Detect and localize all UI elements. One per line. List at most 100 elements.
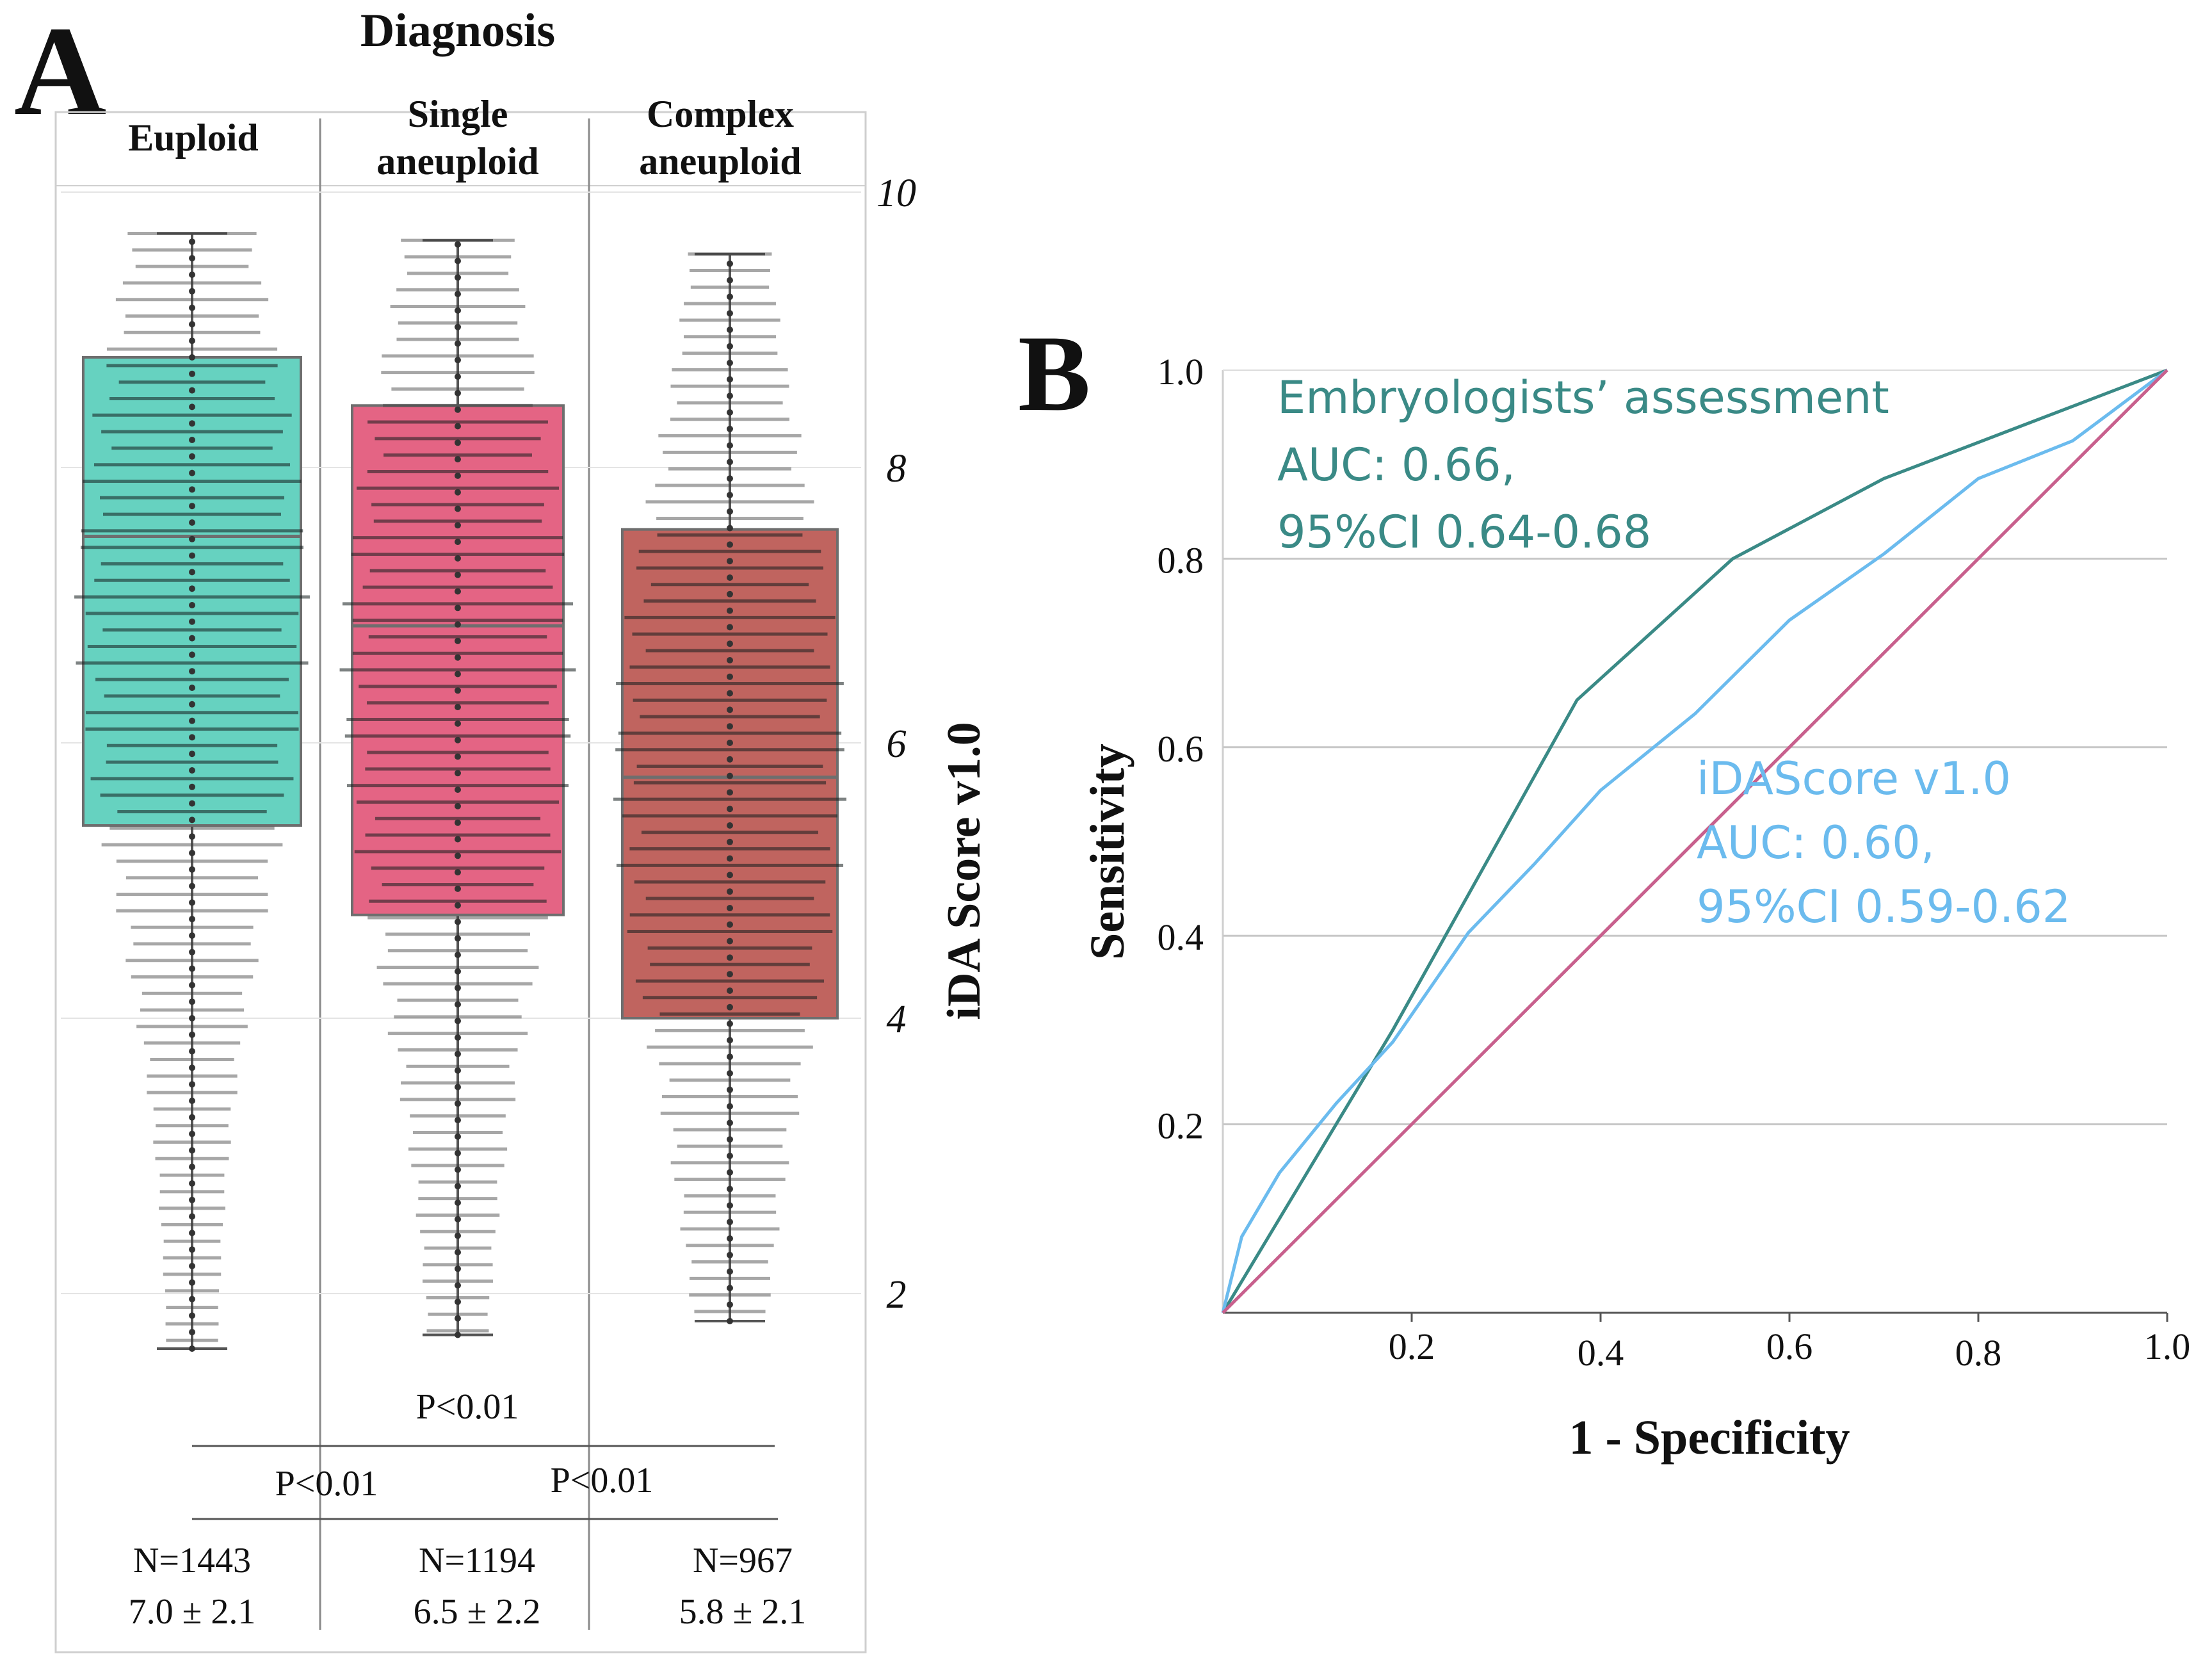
point (455, 918, 461, 925)
point (727, 1169, 733, 1176)
box-group-3 (613, 252, 847, 1324)
point (455, 307, 461, 314)
point (455, 869, 461, 876)
x-tick-label-b: 1.0 (2144, 1326, 2191, 1367)
point (455, 1282, 461, 1289)
point (455, 802, 461, 809)
legend-embryologists-line3: 95%CI 0.64-0.68 (1277, 506, 1651, 558)
panel-b-roc-lines (1221, 368, 2168, 1314)
point (455, 1100, 461, 1107)
point (727, 310, 733, 317)
panel-a: A Diagnosis Euploid Single aneuploid Com… (14, 1, 990, 1653)
point (189, 503, 195, 510)
roc-embryologists (1221, 368, 2168, 1314)
point (727, 772, 733, 779)
panel-b-gridlines (1222, 370, 2167, 1314)
diagnosis-header: Diagnosis (360, 4, 555, 57)
point (189, 354, 195, 361)
point (727, 838, 733, 845)
point (455, 1298, 461, 1305)
point (727, 789, 733, 796)
point (189, 519, 195, 526)
point (189, 1196, 195, 1203)
y-tick-label-b: 0.2 (1158, 1105, 1204, 1147)
point (189, 535, 195, 542)
point (189, 668, 195, 675)
group-label-single-line2: aneuploid (376, 140, 538, 183)
point (455, 539, 461, 546)
point (455, 357, 461, 364)
point (189, 453, 195, 460)
point (189, 651, 195, 658)
y-tick-label-a: 10 (876, 172, 916, 215)
point (189, 321, 195, 328)
point (455, 902, 461, 909)
y-tick-label-a: 4 (887, 998, 907, 1041)
point (189, 1279, 195, 1286)
point (727, 293, 733, 300)
box-group-2 (339, 238, 576, 1338)
group-stat-euploid: 7.0 ± 2.1 (129, 1592, 256, 1632)
point (455, 522, 461, 529)
point (189, 800, 195, 807)
y-tick-label-b: 0.8 (1158, 539, 1204, 581)
x-tick-label-b: 0.4 (1578, 1332, 1624, 1374)
point (727, 459, 733, 466)
point (455, 389, 461, 396)
point (455, 1199, 461, 1206)
point (455, 720, 461, 727)
point (727, 740, 733, 746)
roc-reference (1222, 369, 2168, 1314)
point (455, 274, 461, 281)
point (189, 272, 195, 278)
point (455, 1149, 461, 1157)
point (189, 1246, 195, 1253)
y-tick-label-a: 8 (887, 447, 907, 491)
point (189, 734, 195, 741)
point (727, 1301, 733, 1308)
point (455, 1084, 461, 1091)
point (189, 387, 195, 394)
point (189, 1098, 195, 1104)
point (727, 1119, 733, 1126)
panel-b: B 0.2 0.4 0.6 0.8 1.0 0.2 0.4 0.6 0.8 1.0 1 - Spe… (1018, 313, 2190, 1465)
point (727, 987, 733, 994)
y-tick-label-b: 0.4 (1158, 916, 1204, 958)
point (189, 1048, 195, 1055)
point (455, 736, 461, 743)
point (727, 1037, 733, 1044)
group-label-complex-line2: aneuploid (639, 140, 801, 183)
point (189, 469, 195, 476)
y-tick-label-a: 6 (887, 722, 907, 766)
point (727, 657, 733, 663)
point (189, 370, 195, 377)
point (727, 541, 733, 548)
point (727, 938, 733, 945)
point (455, 1133, 461, 1140)
point (189, 1164, 195, 1171)
point (727, 1285, 733, 1292)
panel-a-label: A (14, 1, 106, 142)
x-tick-label-b: 0.2 (1389, 1326, 1435, 1367)
point (455, 456, 461, 463)
y-tick-label-a: 2 (887, 1273, 907, 1317)
panel-a-frame (54, 111, 867, 1653)
point (189, 948, 195, 955)
point (727, 690, 733, 697)
group-stat-complex: 5.8 ± 2.1 (679, 1592, 807, 1632)
y-axis-title-b: Sensitivity (1081, 743, 1134, 960)
point (189, 437, 195, 443)
point (727, 1053, 733, 1060)
point (727, 425, 733, 432)
point (455, 952, 461, 959)
group-label-single-line1: Single (408, 93, 508, 135)
point (727, 260, 733, 267)
point (455, 1001, 461, 1008)
point (189, 1147, 195, 1154)
point (727, 1235, 733, 1242)
point (727, 376, 733, 383)
point (455, 423, 461, 430)
legend-idascore-line1: iDAScore v1.0 (1697, 752, 2011, 805)
point (727, 558, 733, 565)
